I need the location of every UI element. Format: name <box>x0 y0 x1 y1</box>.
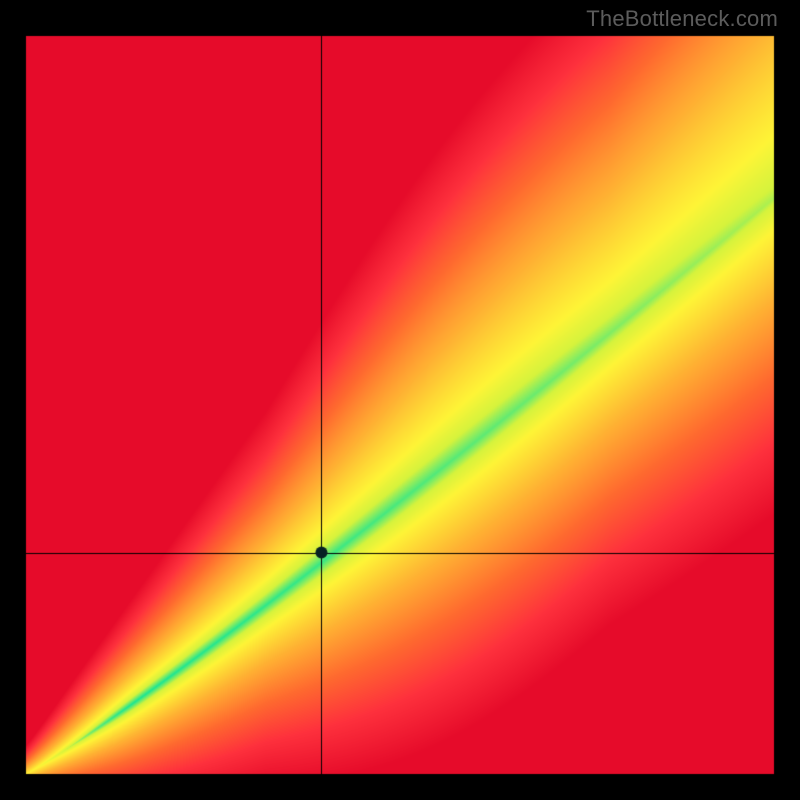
watermark-text: TheBottleneck.com <box>586 6 778 32</box>
heatmap-canvas <box>0 0 800 800</box>
chart-container: TheBottleneck.com <box>0 0 800 800</box>
